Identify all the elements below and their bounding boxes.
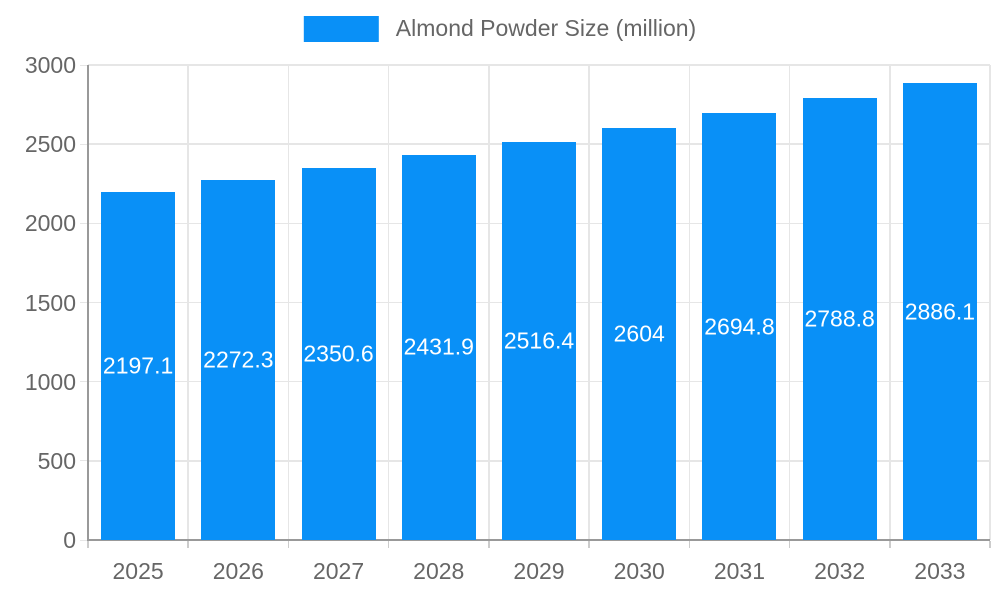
gridline-vertical	[688, 65, 691, 540]
x-axis-label-2025: 2025	[112, 558, 164, 584]
x-axis-tick	[187, 541, 189, 548]
y-axis-tick	[80, 539, 88, 541]
gridline-vertical	[187, 65, 189, 540]
x-axis-tick	[989, 541, 991, 548]
y-axis-label: 500	[37, 447, 76, 474]
x-axis-label-2033: 2033	[914, 558, 966, 584]
x-axis-label-2026: 2026	[212, 558, 264, 584]
y-axis-label: 0	[63, 527, 76, 553]
y-axis-label: 1000	[24, 368, 76, 395]
x-axis-label-2027: 2027	[312, 558, 365, 584]
gridline-vertical	[788, 65, 791, 540]
y-axis-tick	[80, 460, 88, 462]
bar-value-label: 2431.9	[403, 333, 474, 360]
gridline-vertical	[989, 65, 991, 540]
x-axis-line	[88, 539, 990, 541]
bar-value-label: 2350.6	[303, 340, 374, 367]
bar-2033[interactable]: 2886.1	[902, 83, 977, 540]
gridline-vertical	[488, 65, 490, 540]
x-axis-tick	[788, 541, 791, 548]
x-axis-tick	[688, 541, 691, 548]
bar-2028[interactable]: 2431.9	[401, 154, 476, 540]
bar-2030[interactable]: 2604	[602, 127, 677, 540]
y-axis-label: 3000	[24, 52, 76, 78]
x-axis-label-2030: 2030	[613, 558, 665, 584]
y-axis-tick	[80, 222, 88, 224]
x-axis-tick	[488, 541, 490, 548]
bar-value-label: 2604	[613, 320, 665, 347]
x-axis-label-2029: 2029	[513, 558, 565, 584]
legend[interactable]: Almond Powder Size (million)	[303, 15, 697, 42]
gridline-vertical	[889, 65, 891, 540]
bar-2025[interactable]: 2197.1	[101, 192, 176, 540]
x-axis-label-2028: 2028	[413, 558, 465, 584]
bar-2029[interactable]: 2516.4	[502, 141, 576, 540]
bar-2026[interactable]: 2272.3	[201, 180, 276, 540]
bar-value-label: 2272.3	[203, 346, 274, 373]
x-axis-tick	[87, 541, 89, 548]
x-axis-tick	[889, 541, 891, 548]
bar-value-label: 2197.1	[102, 352, 174, 379]
bar-value-label: 2694.8	[704, 313, 775, 340]
bar-2027[interactable]: 2350.6	[301, 167, 376, 540]
bar-2032[interactable]: 2788.8	[802, 98, 877, 540]
y-axis-line	[87, 65, 89, 548]
bar-value-label: 2886.1	[904, 298, 976, 324]
bar-value-label: 2788.8	[804, 305, 875, 332]
y-axis-tick	[80, 381, 88, 383]
x-axis-label-2031: 2031	[713, 558, 766, 584]
y-axis-tick	[80, 302, 88, 303]
bar-value-label: 2516.4	[503, 327, 575, 354]
y-axis-label: 1500	[24, 289, 76, 316]
gridline-vertical	[387, 65, 390, 540]
x-axis-label-2032: 2032	[814, 558, 866, 584]
y-axis-tick	[80, 64, 88, 66]
y-axis-label: 2500	[24, 131, 76, 158]
legend-swatch	[303, 15, 379, 42]
x-axis-tick	[287, 541, 290, 548]
x-axis-tick	[387, 541, 390, 548]
gridline-horizontal	[88, 64, 990, 66]
gridline-vertical	[287, 65, 290, 540]
legend-label: Almond Powder Size (million)	[395, 15, 697, 41]
y-axis-tick	[80, 143, 88, 145]
gridline-vertical	[588, 65, 590, 540]
bar-2031[interactable]: 2694.8	[702, 113, 777, 540]
x-axis-tick	[588, 541, 590, 548]
y-axis-label: 2000	[24, 210, 76, 237]
